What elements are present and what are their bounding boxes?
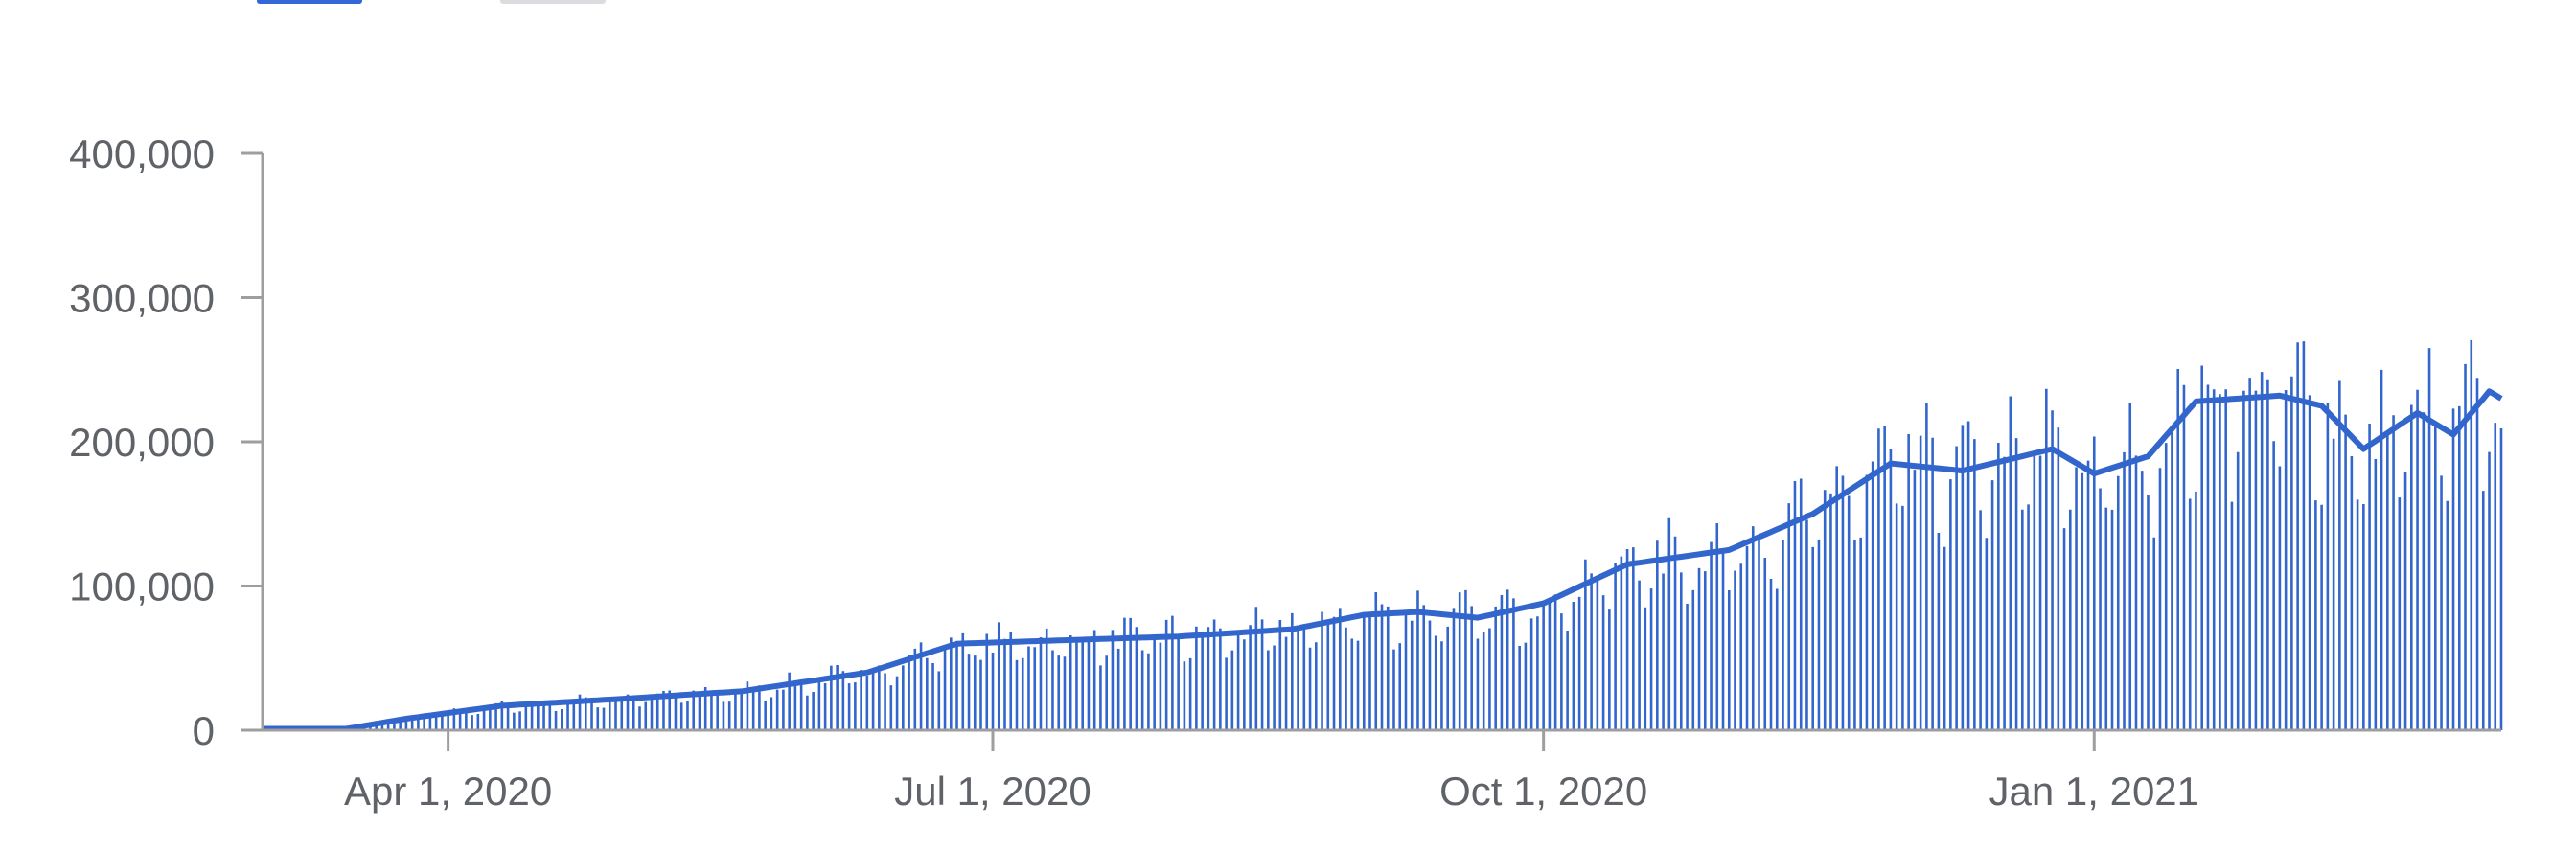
y-tick-label: 300,000 (69, 276, 215, 321)
x-tick-label: Apr 1, 2020 (344, 769, 552, 814)
x-axis-labels: Apr 1, 2020 Jul 1, 2020 Oct 1, 2020 Jan 1, … (344, 769, 2199, 814)
y-tick-label: 100,000 (69, 564, 215, 610)
tab-indicator-inactive[interactable] (500, 0, 606, 4)
x-tick-label: Oct 1, 2020 (1439, 769, 1647, 814)
axes (242, 151, 2501, 751)
y-tick-label: 200,000 (69, 420, 215, 465)
tab-indicator-active[interactable] (257, 0, 362, 4)
bar-series (261, 339, 2503, 730)
x-tick-label: Jul 1, 2020 (894, 769, 1092, 814)
y-axis-labels: 0 100,000 200,000 300,000 400,000 (69, 131, 215, 753)
moving-average-line (263, 388, 2503, 732)
x-tick-label: Jan 1, 2021 (1990, 769, 2200, 814)
moving-average-series (263, 388, 2503, 732)
y-tick-label: 400,000 (69, 131, 215, 176)
y-tick-label: 0 (193, 708, 215, 753)
